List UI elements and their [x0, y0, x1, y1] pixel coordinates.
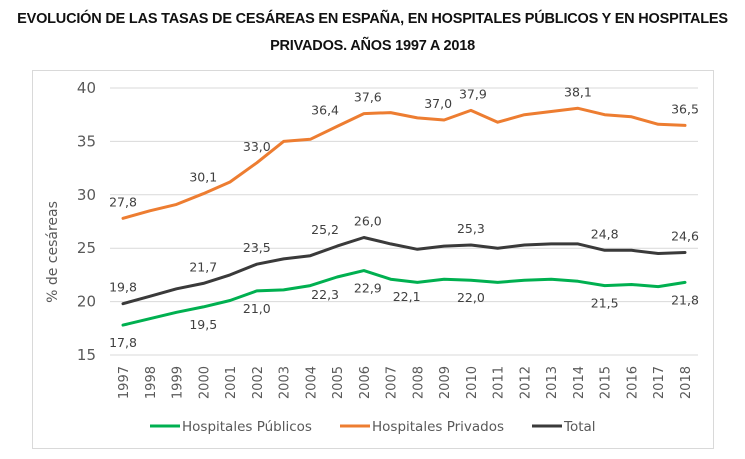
- legend-label: Total: [563, 419, 596, 435]
- x-tick-label: 2003: [278, 366, 293, 399]
- chart-title: EVOLUCIÓN DE LAS TASAS DE CESÁREAS EN ES…: [0, 6, 745, 60]
- data-label: 37,6: [354, 90, 382, 105]
- y-tick-label: 25: [77, 239, 96, 257]
- data-label: 23,5: [243, 240, 271, 255]
- x-axis-ticks: 1997 1998 1999 2000 2001 2002 2003 2004 2005 2006…: [117, 366, 694, 399]
- data-label: 22,1: [393, 289, 421, 304]
- x-tick-label: 1997: [117, 366, 132, 399]
- x-tick-label: 2007: [385, 366, 400, 399]
- x-tick-label: 2010: [465, 366, 480, 399]
- data-label: 25,3: [457, 221, 485, 236]
- x-tick-label: 1999: [171, 366, 186, 399]
- y-tick-label: 20: [77, 293, 96, 311]
- chart-title-line-2: PRIVADOS. AÑOS 1997 A 2018: [270, 38, 475, 54]
- y-axis-label: % de cesáreas: [45, 201, 61, 303]
- y-axis-ticks: 15 20 25 30 35 40: [77, 79, 96, 364]
- data-label: 25,2: [311, 222, 339, 237]
- legend: Hospitales Públicos Hospitales Privados To…: [150, 419, 596, 435]
- series-line-3: [121, 236, 687, 306]
- data-label: 36,5: [671, 101, 699, 116]
- x-tick-label: 2011: [492, 366, 507, 399]
- x-tick-label: 2015: [599, 366, 614, 399]
- data-label: 26,0: [354, 214, 382, 229]
- data-label: 19,5: [189, 317, 217, 332]
- y-tick-label: 15: [77, 346, 96, 364]
- data-label: 37,0: [424, 96, 452, 111]
- x-tick-label: 2002: [251, 366, 266, 399]
- y-tick-label: 40: [77, 79, 96, 97]
- data-label: 33,0: [243, 139, 271, 154]
- series-line-2: [121, 106, 687, 220]
- data-label: 21,0: [243, 301, 271, 316]
- data-label: 21,5: [591, 296, 619, 311]
- series-line-1: [121, 269, 687, 327]
- x-tick-label: 2012: [518, 366, 533, 399]
- x-tick-label: 2005: [331, 366, 346, 399]
- chart-title-line-1: EVOLUCIÓN DE LAS TASAS DE CESÁREAS EN ES…: [17, 11, 728, 27]
- x-tick-label: 2016: [625, 366, 640, 399]
- x-tick-label: 2014: [572, 366, 587, 399]
- x-tick-label: 2001: [224, 366, 239, 399]
- gridlines: [110, 87, 698, 356]
- data-label: 30,1: [189, 170, 217, 185]
- y-tick-label: 30: [77, 186, 96, 204]
- data-label: 27,8: [109, 194, 137, 209]
- data-label: 22,9: [354, 281, 382, 296]
- x-tick-label: 2008: [411, 366, 426, 399]
- data-label: 21,7: [189, 259, 217, 274]
- data-label: 21,8: [671, 292, 699, 307]
- x-tick-label: 2000: [197, 366, 212, 399]
- series-lines: [121, 106, 687, 327]
- x-tick-label: 2004: [304, 366, 319, 399]
- data-label: 38,1: [564, 84, 592, 99]
- data-label: 24,6: [671, 228, 699, 243]
- data-label: 36,4: [311, 102, 339, 117]
- x-tick-label: 2013: [545, 366, 560, 399]
- data-label: 17,8: [109, 335, 137, 350]
- chart-frame: [32, 70, 714, 449]
- data-label: 19,8: [109, 280, 137, 295]
- legend-label: Hospitales Privados: [372, 419, 504, 435]
- x-tick-label: 2018: [679, 366, 694, 399]
- x-tick-label: 1998: [144, 366, 159, 399]
- data-labels: 17,8 19,5 21,0 22,3 22,9 22,1 22,0 21,5 21,8 27,8…: [109, 84, 699, 350]
- x-tick-label: 2006: [358, 366, 373, 399]
- data-label: 22,3: [311, 287, 339, 302]
- legend-label: Hospitales Públicos: [182, 419, 312, 435]
- x-tick-label: 2009: [438, 366, 453, 399]
- data-label: 24,8: [591, 226, 619, 241]
- data-label: 22,0: [457, 290, 485, 305]
- x-tick-label: 2017: [652, 366, 667, 399]
- data-label: 37,9: [459, 86, 487, 101]
- y-tick-label: 35: [77, 132, 96, 150]
